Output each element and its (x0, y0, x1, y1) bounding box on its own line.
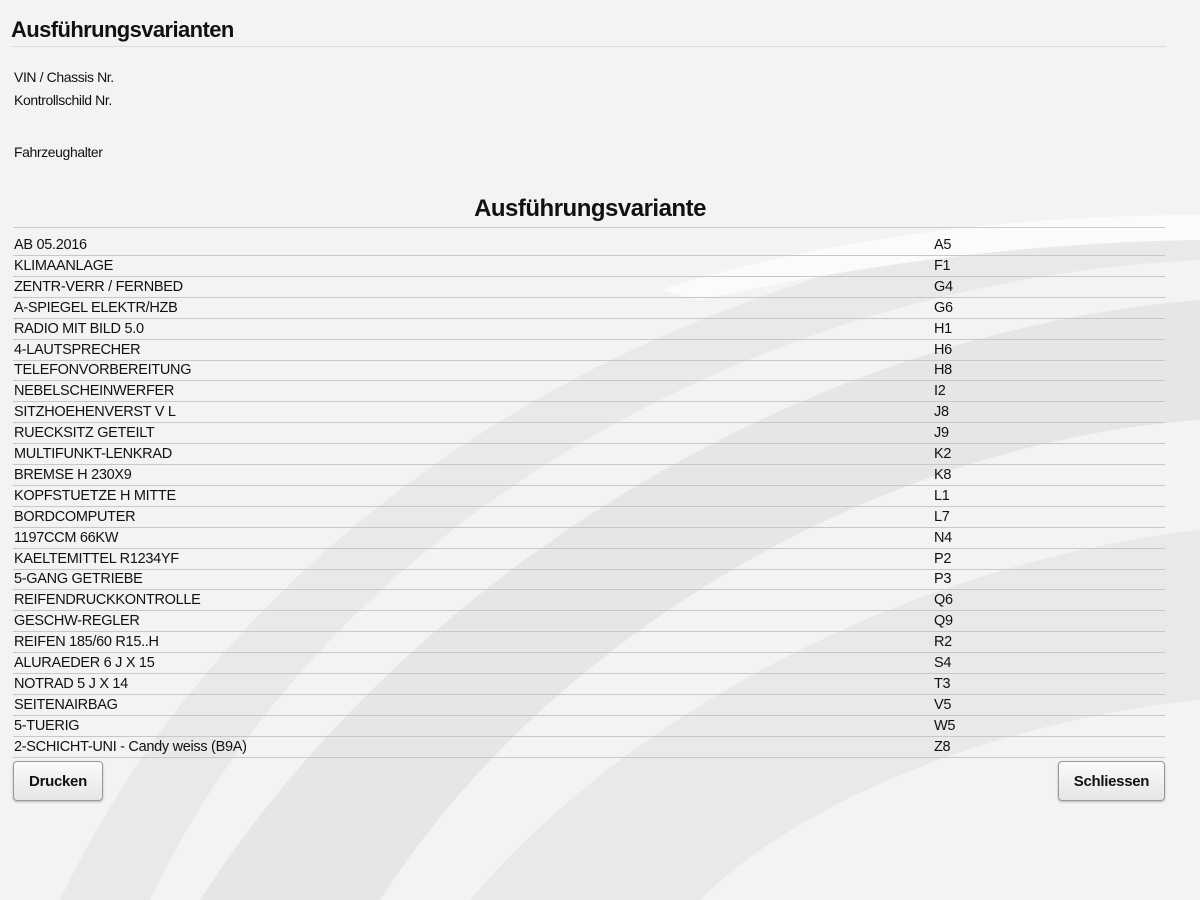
option-code: T3 (934, 675, 951, 692)
option-name: RADIO MIT BILD 5.0 (14, 320, 144, 337)
option-name: A-SPIEGEL ELEKTR/HZB (14, 299, 178, 316)
option-name: SEITENAIRBAG (14, 696, 118, 713)
option-name: RUECKSITZ GETEILT (14, 425, 155, 442)
table-row: REIFEN 185/60 R15..H R2 (13, 632, 1165, 654)
option-name: ZENTR-VERR / FERNBED (14, 278, 183, 295)
divider (13, 227, 1165, 228)
option-code: L1 (934, 487, 950, 504)
option-name: AB 05.2016 (14, 237, 87, 253)
option-code: H8 (934, 362, 952, 379)
table-row: KAELTEMITTEL R1234YF P2 (13, 549, 1165, 570)
option-code: W5 (934, 717, 956, 734)
divider (11, 46, 1166, 47)
option-name: KLIMAANLAGE (14, 257, 114, 274)
option-code: H1 (934, 320, 952, 337)
option-name: KOPFSTUETZE H MITTE (14, 487, 176, 504)
table-row: NOTRAD 5 J X 14 T3 (13, 674, 1165, 695)
table-row: RUECKSITZ GETEILT J9 (13, 423, 1165, 445)
table-row: 5-TUERIG W5 (13, 716, 1165, 737)
table-row: BORDCOMPUTER L7 (13, 507, 1165, 528)
table-row: AB 05.2016 A5 (13, 235, 1165, 256)
option-name: 2-SCHICHT-UNI - Candy weiss (B9A) (14, 738, 247, 755)
table-row: RADIO MIT BILD 5.0 H1 (13, 319, 1165, 340)
table-row: 4-LAUTSPRECHER H6 (13, 340, 1165, 361)
close-button[interactable]: Schliessen (1058, 761, 1165, 801)
option-code: J9 (934, 425, 949, 442)
option-code: G4 (934, 278, 953, 295)
table-row: ALURAEDER 6 J X 15 S4 (13, 653, 1165, 674)
option-name: GESCHW-REGLER (14, 613, 140, 630)
table-row: REIFENDRUCKKONTROLLE Q6 (13, 590, 1165, 612)
option-code: P2 (934, 550, 952, 567)
table-row: MULTIFUNKT-LENKRAD K2 (13, 444, 1165, 465)
option-name: NEBELSCHEINWERFER (14, 383, 175, 400)
option-code: H6 (934, 341, 952, 358)
field-label: Fahrzeughalter (14, 144, 103, 160)
option-name: TELEFONVORBEREITUNG (14, 362, 192, 379)
table-row: GESCHW-REGLER Q9 (13, 611, 1165, 633)
option-name: BORDCOMPUTER (14, 508, 136, 525)
option-code: I2 (934, 383, 946, 400)
table-title: Ausführungsvariante (474, 195, 706, 222)
option-name: NOTRAD 5 J X 14 (14, 675, 128, 692)
table-row: TELEFONVORBEREITUNG H8 (13, 360, 1165, 382)
option-code: Q9 (934, 613, 953, 630)
option-code: A5 (934, 237, 952, 253)
option-name: MULTIFUNKT-LENKRAD (14, 446, 172, 462)
table-row: 2-SCHICHT-UNI - Candy weiss (B9A) Z8 (13, 737, 1165, 758)
option-code: Z8 (934, 738, 951, 755)
option-code: Q6 (934, 592, 953, 609)
option-name: BREMSE H 230X9 (14, 466, 132, 483)
option-name: REIFENDRUCKKONTROLLE (14, 592, 201, 609)
field-label: Kontrollschild Nr. (14, 92, 112, 108)
option-name: 1197CCM 66KW (14, 529, 119, 546)
field-label: VIN / Chassis Nr. (14, 69, 114, 85)
table-row: BREMSE H 230X9 K8 (13, 465, 1165, 486)
option-code: P3 (934, 571, 952, 588)
table-row: NEBELSCHEINWERFER I2 (13, 381, 1165, 403)
option-code: N4 (934, 529, 952, 546)
table-row: SEITENAIRBAG V5 (13, 695, 1165, 716)
option-code: L7 (934, 508, 950, 525)
table-row: 5-GANG GETRIEBE P3 (13, 569, 1165, 591)
option-code: V5 (934, 696, 952, 713)
option-code: K8 (934, 466, 952, 483)
option-name: 5-TUERIG (14, 717, 80, 734)
option-code: G6 (934, 299, 953, 316)
option-name: ALURAEDER 6 J X 15 (14, 655, 155, 671)
table-row: SITZHOEHENVERST V L J8 (13, 402, 1165, 424)
option-name: 4-LAUTSPRECHER (14, 341, 141, 358)
table-row: KOPFSTUETZE H MITTE L1 (13, 486, 1165, 507)
print-button[interactable]: Drucken (13, 761, 103, 801)
option-name: KAELTEMITTEL R1234YF (14, 550, 179, 567)
option-name: REIFEN 185/60 R15..H (14, 634, 159, 651)
page-title: Ausführungsvarianten (11, 17, 234, 42)
option-code: K2 (934, 446, 952, 462)
option-code: S4 (934, 655, 952, 671)
table-row: KLIMAANLAGE F1 (13, 256, 1165, 277)
option-code: R2 (934, 634, 952, 651)
option-name: 5-GANG GETRIEBE (14, 571, 143, 588)
table-row: 1197CCM 66KW N4 (13, 528, 1165, 549)
option-name: SITZHOEHENVERST V L (14, 404, 176, 421)
option-code: J8 (934, 404, 949, 421)
table-row: ZENTR-VERR / FERNBED G4 (13, 277, 1165, 298)
option-code: F1 (934, 257, 951, 274)
table-row: A-SPIEGEL ELEKTR/HZB G6 (13, 298, 1165, 319)
